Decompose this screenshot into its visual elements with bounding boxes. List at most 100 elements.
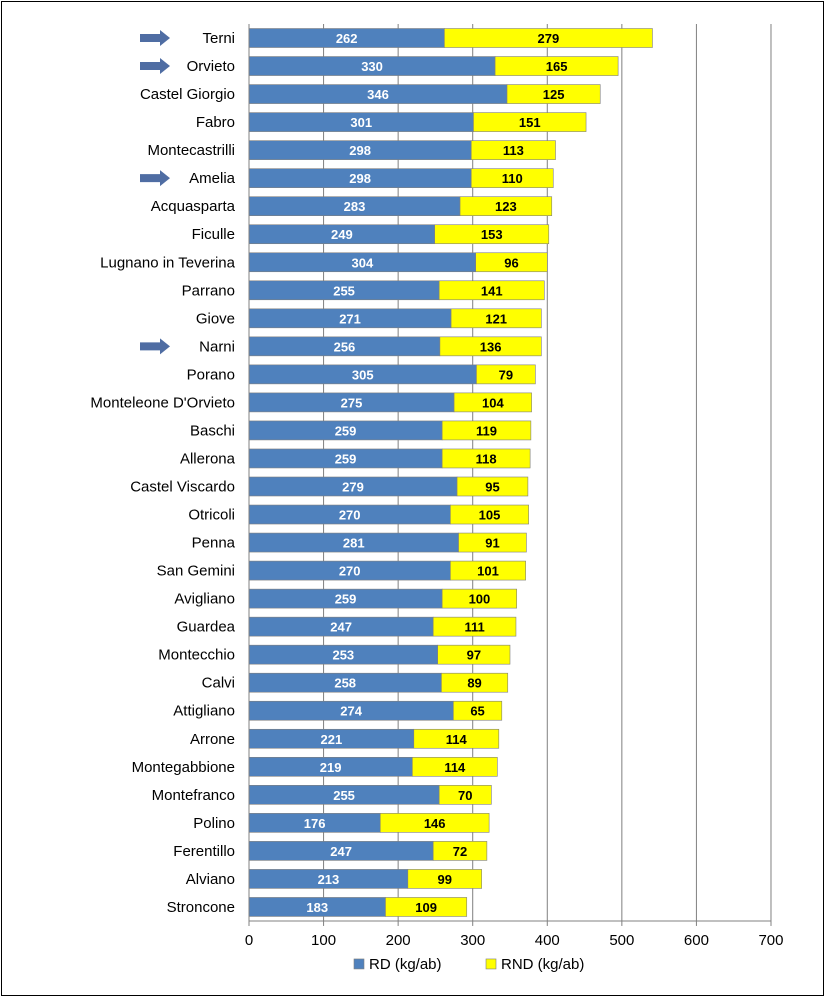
data-label-rd: 330 — [361, 59, 383, 74]
bar-row: Orvieto 330 165 — [140, 56, 619, 76]
category-label: Giove — [196, 310, 235, 327]
data-label-rnd: 123 — [495, 199, 517, 214]
category-label: Ferentillo — [173, 843, 235, 860]
bar-row: Parrano 255 141 — [182, 280, 545, 301]
x-tick-label: 700 — [758, 932, 783, 949]
data-label-rnd: 113 — [503, 143, 524, 158]
data-label-rnd: 121 — [485, 311, 507, 326]
category-label: Calvi — [202, 675, 235, 692]
category-label: Terni — [202, 30, 235, 47]
data-label-rd: 262 — [336, 31, 358, 46]
data-label-rd: 283 — [344, 199, 366, 214]
category-label: Attigliano — [173, 703, 235, 720]
data-label-rnd: 105 — [479, 508, 501, 523]
bar-rnd — [506, 84, 601, 104]
data-label-rd: 305 — [352, 367, 374, 382]
category-label: Castel Viscardo — [130, 478, 235, 495]
data-label-rd: 259 — [335, 451, 357, 466]
data-label-rnd: 72 — [453, 844, 467, 859]
category-label: San Gemini — [157, 563, 235, 580]
bar-row: Montefranco 255 70 — [152, 785, 492, 805]
x-tick-label: 300 — [460, 932, 485, 949]
bar-rnd — [450, 504, 529, 525]
right-arrow-icon — [140, 30, 170, 47]
bar-row: Monteleone D'Orvieto 275 104 — [90, 392, 532, 413]
category-label: Lugnano in Teverina — [100, 254, 235, 271]
data-label-rd: 270 — [339, 564, 361, 579]
data-label-rd: 256 — [334, 339, 356, 354]
x-tick-label: 400 — [535, 932, 560, 949]
data-label-rd: 219 — [320, 760, 342, 775]
data-label-rnd: 109 — [415, 900, 437, 915]
bar-row: Guardea 247 111 — [177, 616, 517, 637]
data-label-rd: 298 — [349, 143, 371, 158]
bar-rnd — [456, 476, 529, 497]
category-label: Orvieto — [187, 58, 235, 75]
category-label: Guardea — [177, 619, 236, 636]
bar-rnd — [470, 168, 554, 188]
data-label-rnd: 101 — [477, 564, 499, 579]
category-label: Allerona — [180, 450, 236, 467]
data-label-rd: 247 — [330, 620, 352, 635]
data-label-rnd: 279 — [538, 31, 560, 46]
bar-rnd — [453, 700, 503, 721]
data-label-rd: 270 — [339, 508, 361, 523]
bar-row: Avigliano 259 100 — [174, 588, 518, 609]
bar-rnd — [475, 252, 548, 273]
category-label: Monteleone D'Orvieto — [90, 394, 235, 411]
bar-row: Stroncone 183 109 — [167, 897, 468, 917]
bar-rnd — [438, 280, 545, 301]
category-label: Acquasparta — [151, 198, 236, 215]
data-label-rnd: 119 — [476, 423, 497, 438]
category-label: Stroncone — [167, 899, 235, 916]
bar-rnd — [412, 756, 498, 777]
data-label-rd: 253 — [332, 648, 354, 663]
category-label: Montecchio — [158, 647, 235, 664]
data-label-rd: 274 — [340, 704, 362, 719]
right-arrow-icon — [140, 58, 170, 75]
bar-row: Arrone 221 114 — [190, 728, 500, 749]
bar-row: Castel Giorgio 346 125 — [140, 84, 601, 104]
category-label: Ficulle — [192, 226, 235, 243]
data-label-rnd: 153 — [481, 227, 503, 242]
data-label-rd: 281 — [343, 536, 365, 551]
bar-rnd — [450, 308, 542, 329]
bar-row: Allerona 259 118 — [180, 448, 531, 469]
bar-row: Lugnano in Teverina 304 96 — [100, 252, 548, 273]
x-tick-label: 500 — [609, 932, 634, 949]
legend-label: RND (kg/ab) — [501, 956, 584, 973]
bar-rnd — [441, 420, 532, 441]
data-label-rd: 259 — [335, 423, 357, 438]
bar-rnd — [494, 56, 619, 76]
data-label-rnd: 110 — [502, 171, 523, 186]
data-label-rd: 249 — [331, 227, 353, 242]
x-tick-label: 200 — [386, 932, 411, 949]
bar-row: Acquasparta 283 123 — [151, 196, 553, 216]
category-label: Porano — [187, 366, 235, 383]
category-label: Narni — [199, 338, 235, 355]
bar-row: Giove 271 121 — [196, 308, 542, 329]
data-label-rnd: 114 — [444, 760, 466, 775]
bar-rnd — [473, 112, 587, 132]
bar-rnd — [432, 841, 488, 861]
data-label-rnd: 111 — [464, 620, 484, 635]
data-label-rnd: 95 — [485, 479, 499, 494]
bar-row: Polino 176 146 — [193, 813, 490, 833]
data-label-rd: 183 — [306, 900, 328, 915]
data-label-rd: 304 — [351, 255, 373, 270]
bar-rnd — [413, 728, 500, 749]
category-label: Avigliano — [174, 591, 235, 608]
bar-row: San Gemini 270 101 — [157, 560, 526, 581]
data-label-rd: 255 — [333, 788, 355, 803]
bar-rnd — [379, 813, 490, 833]
data-label-rd: 247 — [330, 844, 352, 859]
data-label-rd: 275 — [341, 395, 363, 410]
category-label: Castel Giorgio — [140, 86, 235, 103]
category-label: Montegabbione — [132, 759, 235, 776]
legend-swatch — [353, 958, 365, 970]
data-label-rd: 298 — [349, 171, 371, 186]
data-label-rd: 221 — [321, 732, 343, 747]
legend-label: RD (kg/ab) — [369, 956, 442, 973]
bar-row: Narni 256 136 — [140, 336, 542, 357]
